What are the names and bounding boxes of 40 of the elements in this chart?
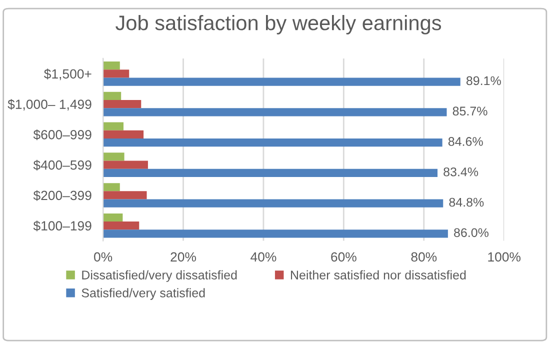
bar — [103, 183, 120, 192]
chart-title: Job satisfaction by weekly earnings — [116, 14, 442, 34]
bar — [103, 213, 123, 222]
y-tick-label: $100–199 — [33, 220, 92, 232]
bar — [103, 92, 122, 100]
bar — [103, 152, 124, 161]
bar — [103, 222, 140, 230]
y-tick-label: $400–599 — [33, 160, 92, 171]
bar — [103, 199, 444, 208]
legend-label: Satisfied/very satisfied — [82, 288, 205, 300]
y-tick-label: $1,000– 1,499 — [8, 99, 92, 111]
y-tick-label: $600–999 — [33, 129, 92, 140]
bar — [103, 160, 148, 169]
legend-label: Dissatisfied/very dissatisfied — [82, 270, 237, 282]
bar — [103, 168, 438, 177]
x-tick-label: 80% — [411, 252, 437, 262]
bar — [103, 138, 442, 147]
data-label: 86.0% — [454, 228, 488, 238]
bar — [103, 122, 124, 130]
y-tick-label: $200–399 — [33, 190, 92, 201]
x-tick-label: 20% — [170, 252, 196, 262]
y-tick-label: $1,500+ — [44, 68, 92, 80]
bar — [103, 230, 448, 238]
bar — [103, 70, 130, 78]
bar — [103, 78, 460, 86]
data-label: 84.6% — [448, 137, 483, 146]
legend-label: Neither satisfied nor dissatisfied — [290, 270, 466, 280]
bar — [103, 62, 120, 70]
data-label: 83.4% — [444, 167, 478, 176]
x-tick-label: 0% — [94, 252, 112, 262]
data-label: 85.7% — [452, 106, 488, 116]
x-tick-label: 100% — [488, 252, 520, 262]
bar — [103, 100, 142, 108]
data-label: 84.8% — [449, 198, 484, 207]
x-tick-label: 60% — [331, 252, 356, 262]
data-label: 89.1% — [466, 76, 501, 86]
x-tick-label: 40% — [250, 252, 276, 262]
bar — [103, 130, 144, 138]
bar — [103, 108, 447, 116]
bar — [103, 191, 147, 200]
